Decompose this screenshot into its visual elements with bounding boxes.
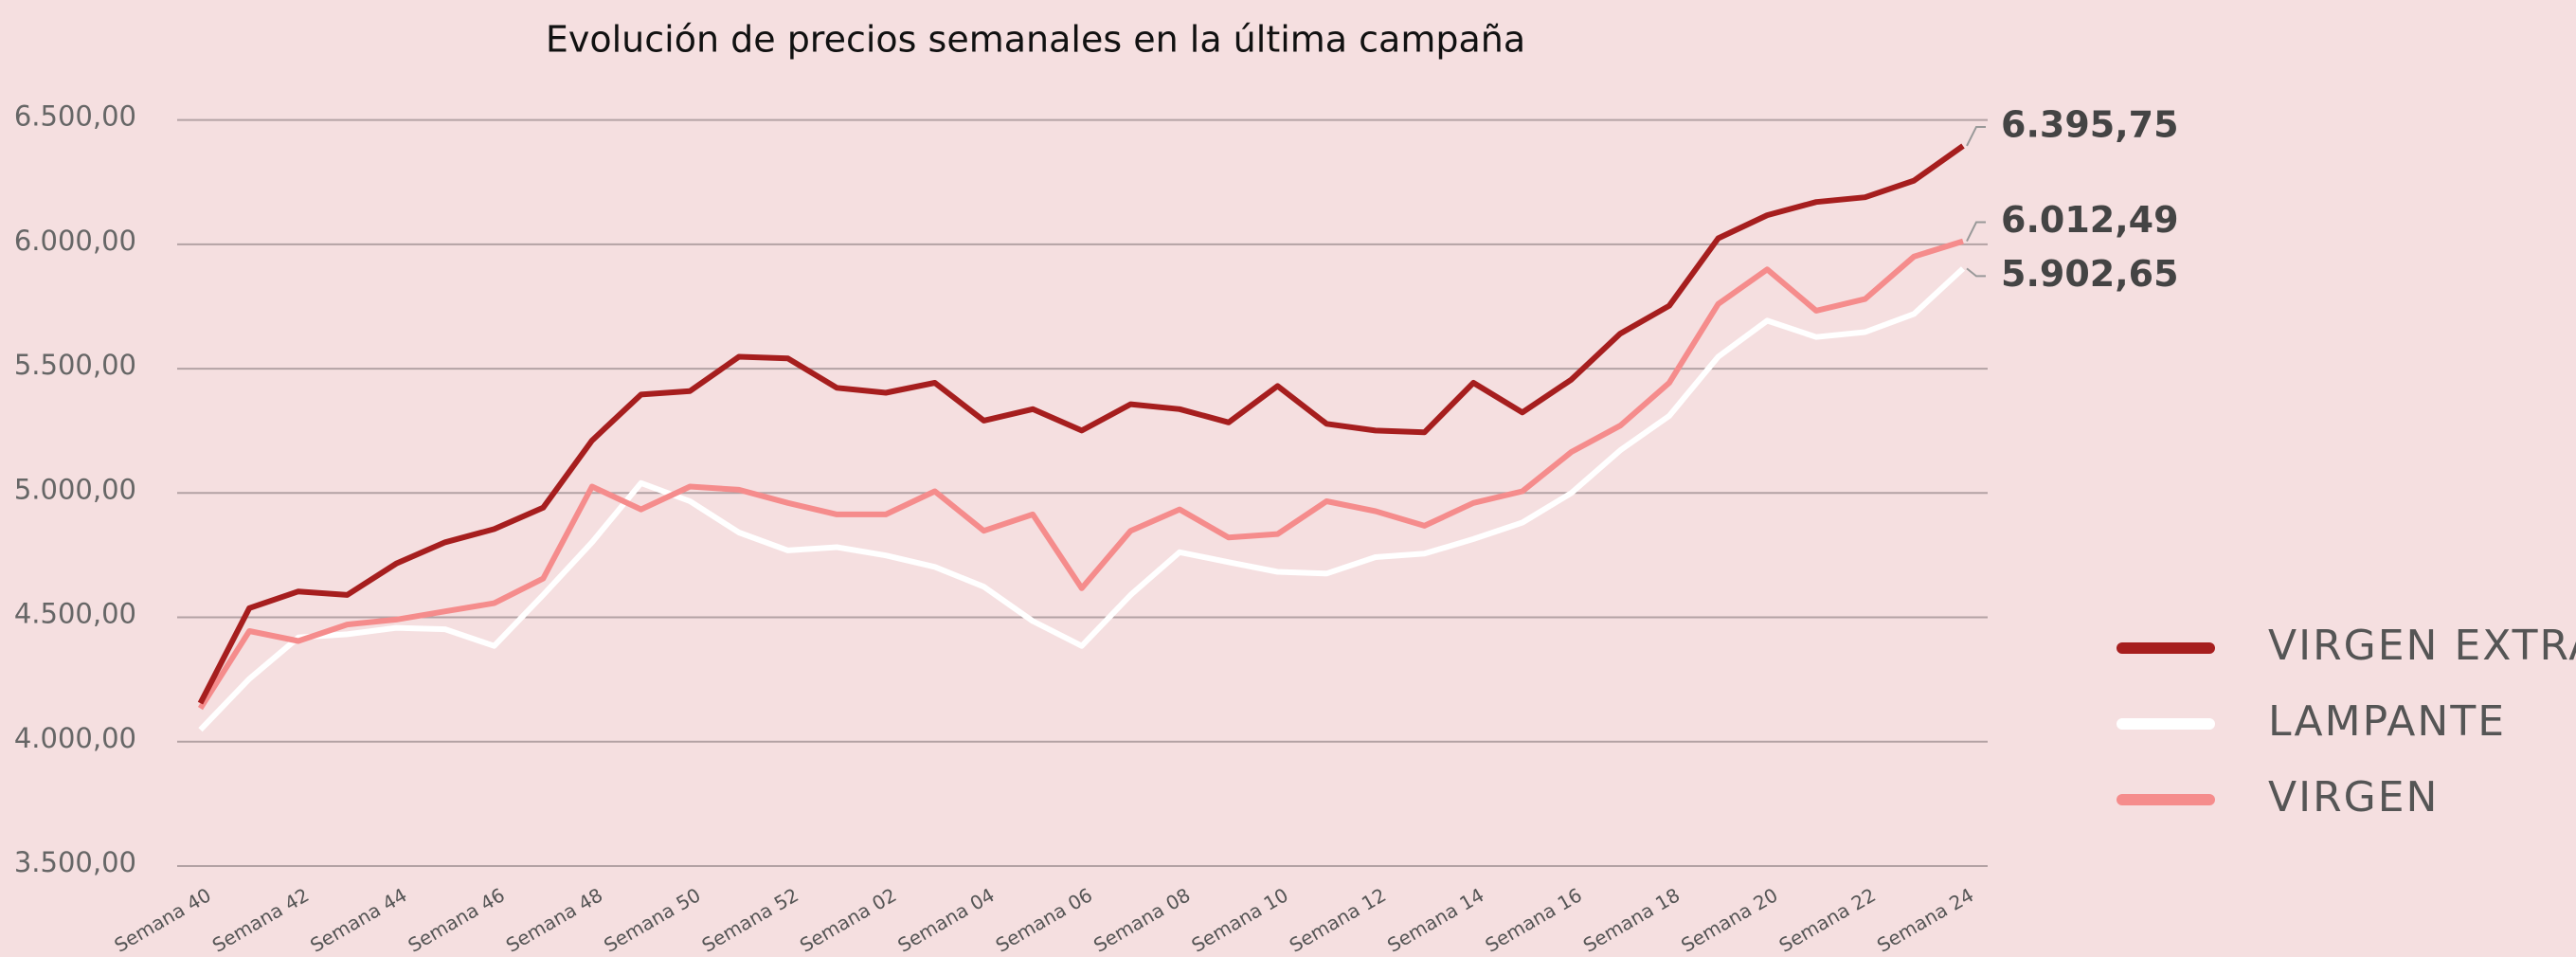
y-tick-label: 5.500,00: [14, 349, 136, 381]
series-line: [197, 238, 1964, 711]
value-label: 5.902,65: [2001, 253, 2179, 295]
label-leader: [1966, 267, 1986, 278]
value-label: 6.012,49: [2001, 199, 2179, 241]
y-tick-label: 4.000,00: [14, 722, 136, 754]
legend-label: LAMPANTE: [2268, 697, 2506, 746]
label-leader: [1966, 125, 1986, 147]
y-tick-label: 5.000,00: [14, 473, 136, 505]
label-leader: [1966, 221, 1986, 243]
y-tick-label: 6.000,00: [14, 225, 136, 257]
y-tick-label: 4.500,00: [14, 598, 136, 630]
chart-title: Evolución de precios semanales en la últ…: [546, 19, 1525, 61]
series-line: [197, 143, 1965, 705]
legend-label: VIRGEN EXTRA: [2268, 622, 2576, 670]
series-line: [198, 266, 1966, 732]
value-label: 6.395,75: [2001, 103, 2179, 145]
y-tick-label: 6.500,00: [14, 100, 136, 133]
y-tick-label: 3.500,00: [14, 846, 136, 878]
legend-label: VIRGEN: [2268, 773, 2439, 822]
